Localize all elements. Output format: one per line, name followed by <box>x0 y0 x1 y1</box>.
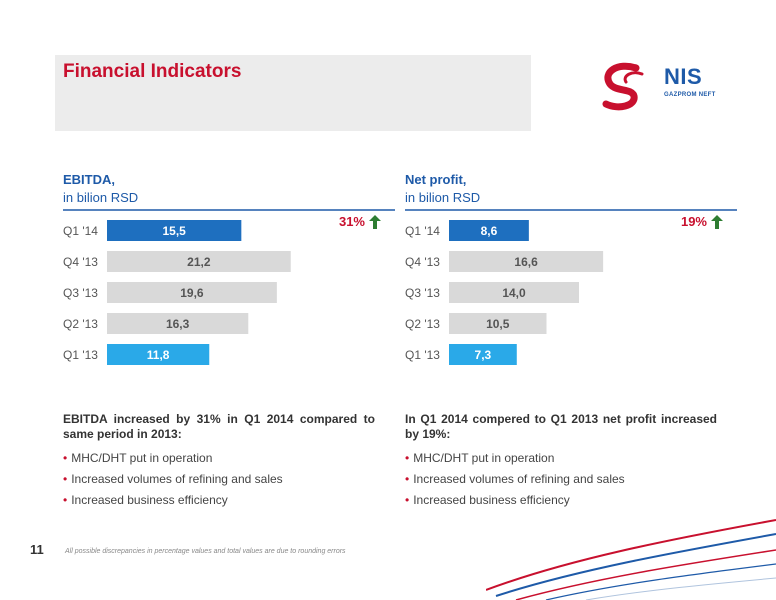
arrow-up-icon <box>369 214 381 229</box>
data-label: 15,5 <box>162 224 186 238</box>
ebitda-bullets: • MHC/DHT put in operation • Increased vol… <box>63 448 283 511</box>
bar <box>449 220 529 241</box>
bar <box>107 344 210 365</box>
ebitda-subtitle: in bilion RSD <box>63 190 139 205</box>
ebitda-change: 31% <box>339 214 381 229</box>
logo-text: NIS <box>664 64 703 89</box>
ebitda-change-value: 31% <box>338 214 365 229</box>
list-item: • MHC/DHT put in operation <box>63 451 213 465</box>
data-label: 16,3 <box>166 317 190 331</box>
category-label: Q3 '13 <box>405 286 440 300</box>
bar <box>449 251 604 272</box>
net-profit-change-value: 19% <box>680 214 707 229</box>
list-item: • Increased business efficiency <box>405 493 570 507</box>
data-label: 11,8 <box>147 348 170 362</box>
ebitda-title: EBITDA, <box>63 172 115 187</box>
category-label: Q2 '13 <box>63 317 98 331</box>
list-item: • Increased business efficiency <box>63 493 228 507</box>
ebitda-panel: EBITDA, in bilion RSD Q1 '14 15,5 Q4 '13 21… <box>63 172 395 532</box>
bullet-text: MHC/DHT put in operation <box>413 451 555 465</box>
category-label: Q3 '13 <box>63 286 98 300</box>
data-label: 10,5 <box>486 317 510 331</box>
decorative-swoosh <box>486 519 776 600</box>
bullet-text: Increased business efficiency <box>413 493 570 507</box>
net-profit-panel: Net profit, in bilion RSD Q1 '14 8,6 Q4 '1… <box>405 172 737 532</box>
bar <box>107 313 249 334</box>
net-profit-bullets: • MHC/DHT put in operation • Increased vol… <box>405 448 625 511</box>
title-banner: Financial Indicators <box>55 55 531 131</box>
category-label: Q2 '13 <box>405 317 440 331</box>
category-label: Q4 '13 <box>63 255 98 269</box>
net-profit-change: 19% <box>681 214 723 229</box>
net-profit-subtitle: in bilion RSD <box>405 190 481 205</box>
category-label: Q1 '13 <box>63 348 98 362</box>
bullet-text: Increased volumes of refining and sales <box>71 472 283 486</box>
net-profit-title: Net profit, <box>405 172 467 187</box>
data-label: 19,6 <box>180 286 204 300</box>
data-label: 14,0 <box>502 286 526 300</box>
bullet-text: Increased volumes of refining and sales <box>413 472 625 486</box>
page-number: 11 <box>30 542 44 557</box>
footnote: All possible discrepancies in percentage… <box>65 548 346 555</box>
bar <box>449 313 547 334</box>
page-title: Financial Indicators <box>63 61 242 82</box>
ebitda-chart: Q1 '14 15,5 Q4 '13 21,2 Q3 '13 19,6 Q2 '13 16,3… <box>63 209 395 365</box>
bar <box>449 282 579 303</box>
bar <box>107 282 277 303</box>
nis-logo-icon <box>602 62 644 111</box>
list-item: • MHC/DHT put in operation <box>405 451 555 465</box>
ebitda-description: EBITDA increased by 31% in Q1 2014 compa… <box>63 412 375 441</box>
bar <box>107 251 291 272</box>
category-label: Q1 '14 <box>405 224 440 238</box>
data-label: 7,3 <box>475 348 492 362</box>
bullet-text: MHC/DHT put in operation <box>71 451 213 465</box>
logo-subtext: GAZPROM NEFT <box>664 92 716 98</box>
arrow-up-icon <box>711 214 723 229</box>
category-label: Q4 '13 <box>405 255 440 269</box>
bar <box>449 344 517 365</box>
net-profit-chart: Q1 '14 8,6 Q4 '13 16,6 Q3 '13 14,0 Q2 '13 10,5 Q… <box>405 209 737 365</box>
data-label: 8,6 <box>481 224 498 238</box>
category-label: Q1 '13 <box>405 348 440 362</box>
net-profit-description: In Q1 2014 compered to Q1 2013 net profi… <box>405 412 717 441</box>
category-label: Q1 '14 <box>63 224 98 238</box>
list-item: • Increased volumes of refining and sales <box>63 472 283 486</box>
data-label: 21,2 <box>187 255 211 269</box>
bullet-text: Increased business efficiency <box>71 493 228 507</box>
list-item: • Increased volumes of refining and sales <box>405 472 625 486</box>
bar <box>107 220 242 241</box>
data-label: 16,6 <box>514 255 538 269</box>
